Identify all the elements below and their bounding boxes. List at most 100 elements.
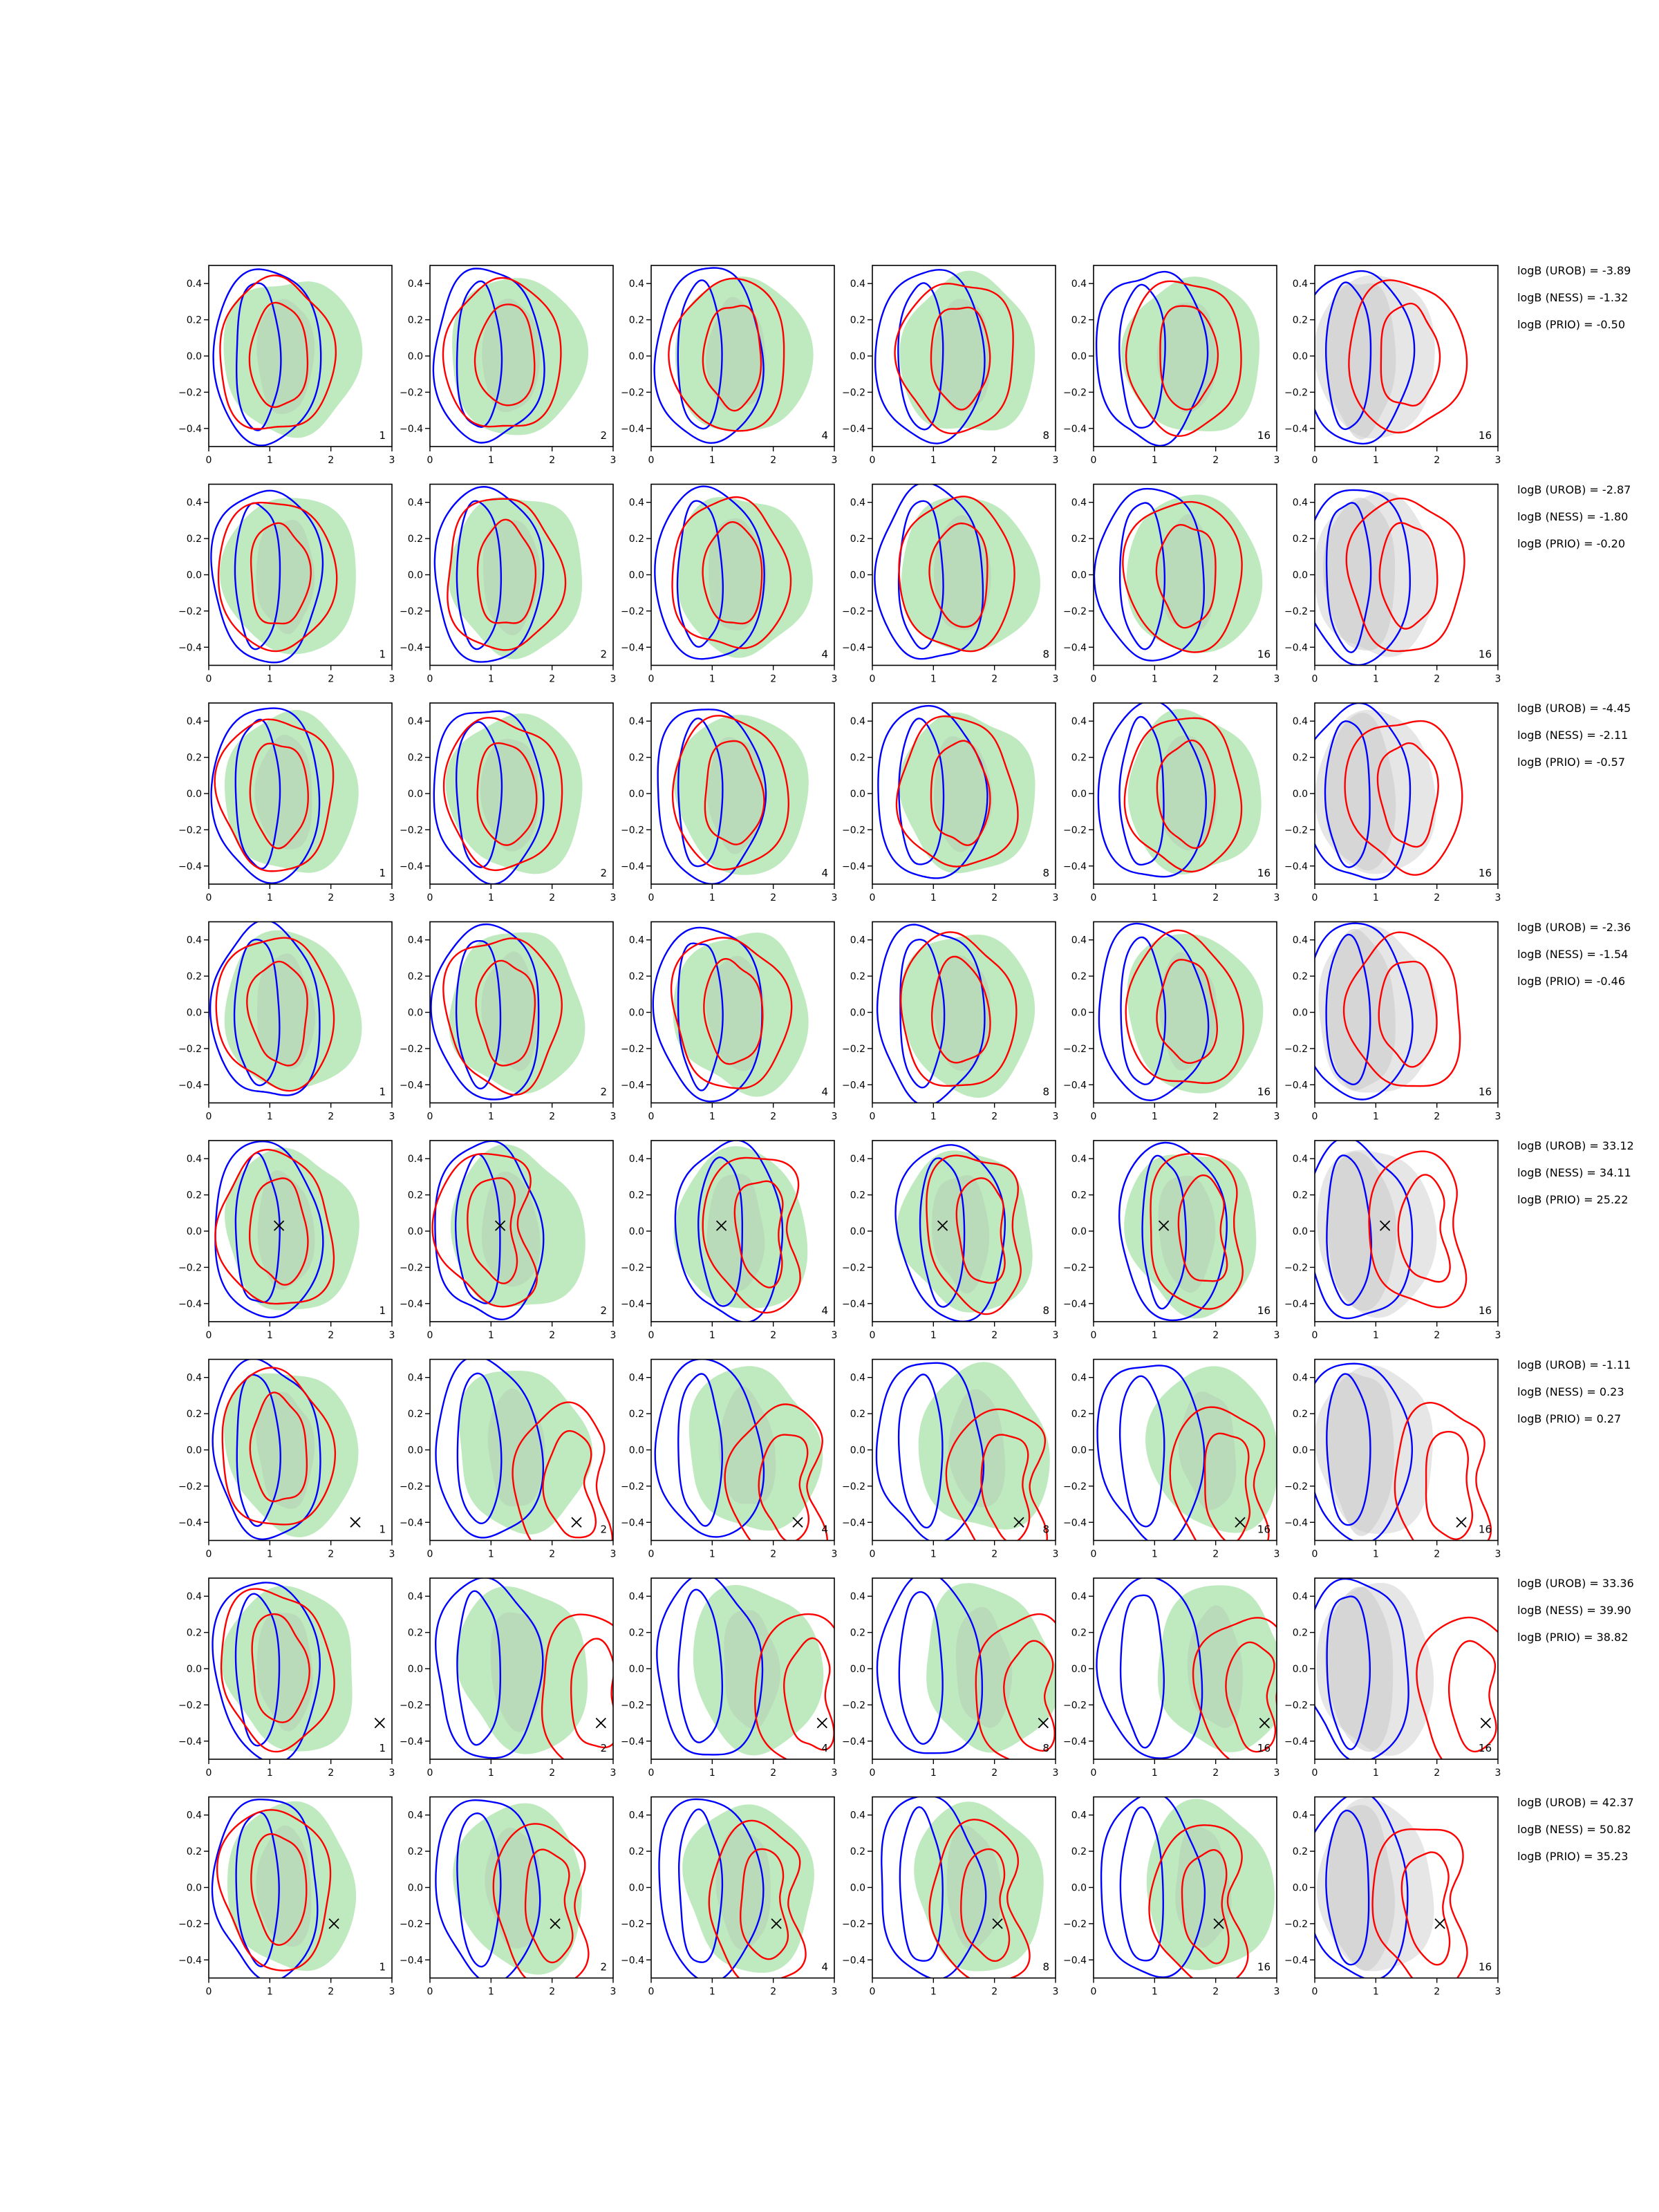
blue-contour-outer [874,484,984,660]
y-tick-label: −0.4 [1063,1955,1087,1966]
y-tick-label: 0.2 [629,1846,644,1857]
y-tick-label: −0.4 [400,424,423,435]
grey-density [932,1174,990,1294]
x-tick-label: 0 [427,1330,433,1341]
panel: −0.4 −0.2 0.0 0.2 0.4 0 1 2 3 1 [178,1140,395,1341]
y-tick-label: −0.2 [842,1044,865,1055]
y-tick-label: −0.2 [1063,1481,1087,1492]
x-tick-label: 0 [1091,1987,1097,1998]
blue-contour-outer [434,1141,545,1321]
logb-annotation: logB (UROB) = 42.37 [1517,1795,1634,1809]
true-value-marker [350,1517,361,1528]
y-tick-label: −0.4 [1284,861,1308,872]
panel-plot-area [432,268,589,444]
blue-contour-outer [1315,1797,1409,1978]
blue-contour-inner [234,502,281,650]
panel: −0.4 −0.2 0.0 0.2 0.4 0 1 2 3 1 [178,1577,395,1779]
red-contour-inner [758,1434,810,1541]
panel: −0.4 −0.2 0.0 0.2 0.4 0 1 2 3 8 [842,1796,1058,1998]
red-contour-outer [1192,1617,1277,1759]
grey-density [254,734,312,850]
panel-number-label: 16 [1257,1961,1271,1974]
y-tick-label: 0.2 [1293,753,1308,764]
y-tick-label: −0.2 [1284,606,1308,617]
x-tick-label: 3 [1274,674,1280,685]
y-tick-label: 0.2 [850,1628,865,1639]
red-contour-inner [704,740,765,845]
x-tick-label: 1 [709,1112,715,1123]
y-tick-label: −0.2 [1284,387,1308,398]
blue-contour-inner [1324,720,1371,868]
y-tick-label: −0.4 [400,1299,423,1310]
x-tick-label: 2 [1434,892,1440,903]
y-tick-label: 0.0 [187,1008,202,1019]
y-tick-label: 0.0 [629,789,644,800]
red-contour-inner [474,303,536,406]
x-tick-label: 0 [206,674,212,685]
grey-density [256,299,315,415]
x-tick-label: 0 [206,1549,212,1560]
y-tick-label: −0.4 [1063,1517,1087,1528]
x-tick-label: 0 [1091,455,1097,466]
y-tick-label: 0.2 [629,315,644,326]
red-contour-inner [476,742,538,846]
x-tick-label: 3 [1495,455,1501,466]
y-tick-label: 0.2 [408,1409,423,1420]
red-contour-outer [1125,929,1244,1085]
y-tick-label: 0.2 [629,1628,644,1639]
blue-contour-outer [1315,703,1412,881]
y-tick-label: 0.0 [1071,1445,1087,1456]
x-tick-label: 2 [549,674,555,685]
panel: −0.4 −0.2 0.0 0.2 0.4 0 1 2 3 1 [178,1358,395,1560]
green-density [1157,1585,1277,1752]
x-tick-label: 2 [991,674,997,685]
panel-plot-area [435,1799,590,1978]
x-tick-label: 3 [610,674,617,685]
red-contour-outer [512,1401,613,1541]
y-tick-label: −0.2 [400,1919,423,1930]
y-tick-label: 0.2 [629,1190,644,1201]
x-tick-label: 3 [1053,1549,1059,1560]
y-tick-label: 0.0 [408,789,423,800]
blue-contour-outer [1315,489,1411,666]
blue-contour-inner [677,718,724,868]
y-tick-label: 0.0 [1071,1664,1087,1675]
true-value-marker [328,1918,339,1929]
x-tick-label: 1 [709,1330,715,1341]
green-density [1146,1799,1275,1971]
red-contour-outer [221,1367,337,1526]
y-tick-label: −0.2 [178,606,202,617]
true-value-marker [937,1220,948,1231]
blue-contour-outer [877,704,988,879]
red-contour-inner [1156,959,1218,1065]
panel-plot-area [673,1141,808,1322]
red-contour-inner [246,960,308,1067]
blue-contour-inner [233,938,281,1087]
red-contour-inner [475,959,536,1067]
panel-row: −0.4 −0.2 0.0 0.2 0.4 0 1 2 3 1 −0.4 −0.2 0.0 0.2 0.4 0… [178,921,1501,1123]
grey-density [256,520,315,635]
green-density [899,270,1035,431]
blue-contour-outer [875,1362,985,1541]
panel-number-label: 1 [379,648,386,661]
red-contour-inner [467,1177,518,1284]
y-tick-label: 0.2 [408,1628,423,1639]
y-tick-label: −0.2 [400,825,423,836]
blue-contour-inner [454,1153,501,1304]
x-tick-label: 1 [1152,892,1158,903]
x-tick-label: 1 [267,1987,273,1998]
x-tick-label: 2 [1212,1330,1219,1341]
y-tick-label: −0.4 [1284,1080,1308,1091]
grey-density-inner [1326,1152,1397,1311]
y-tick-label: 0.0 [629,1664,644,1675]
y-tick-label: 0.2 [408,315,423,326]
y-tick-label: 0.4 [187,498,202,509]
x-tick-label: 2 [549,1330,555,1341]
x-tick-label: 2 [770,892,776,903]
x-tick-label: 3 [610,1112,617,1123]
red-contour-inner [740,1848,789,1960]
y-tick-label: −0.2 [178,1919,202,1930]
x-tick-label: 1 [1152,1549,1158,1560]
panel-number-label: 1 [379,867,386,879]
y-tick-label: −0.4 [842,1517,865,1528]
